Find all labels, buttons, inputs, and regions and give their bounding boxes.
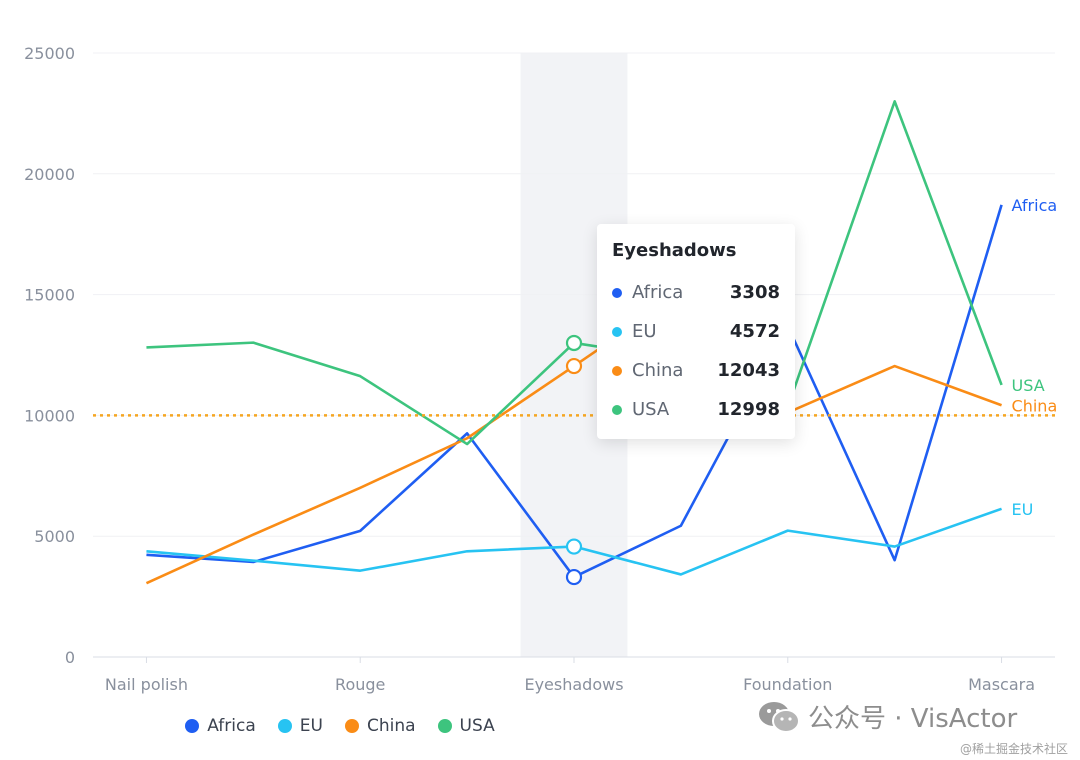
tooltip-series-name: USA <box>632 399 670 420</box>
y-tick-label: 20000 <box>24 165 75 184</box>
y-tick-label: 0 <box>65 648 75 667</box>
x-tick-label: Nail polish <box>105 675 188 694</box>
legend-item-china[interactable]: China <box>344 716 416 736</box>
tooltip-dot-icon <box>612 326 622 337</box>
legend-dot-icon <box>437 719 452 733</box>
watermark-text: 公众号 · VisActor <box>808 704 1018 734</box>
legend-label: EU <box>299 716 323 736</box>
tooltip-series-name: EU <box>632 321 657 342</box>
x-tick-label: Foundation <box>743 675 832 694</box>
highlight-point-africa <box>565 568 583 586</box>
legend-item-africa[interactable]: Africa <box>185 716 256 736</box>
highlight-point-eu <box>565 538 583 555</box>
tooltip-series-value: 12043 <box>717 360 780 381</box>
tooltip-series-name: Africa <box>632 282 684 303</box>
watermark: 公众号 · VisActor <box>758 698 1017 735</box>
tooltip-title: Eyeshadows <box>612 240 737 261</box>
legend-dot-icon <box>185 719 200 733</box>
tooltip-row: Africa 3308 <box>612 273 780 312</box>
legend-label: Africa <box>207 716 256 736</box>
tooltip-series-value: 12998 <box>717 399 780 420</box>
legend-dot-icon <box>344 719 359 733</box>
y-tick-label: 25000 <box>24 44 75 63</box>
tooltip-series-name: China <box>632 360 684 381</box>
x-tick-label: Mascara <box>968 675 1035 694</box>
x-tick-label: Eyeshadows <box>524 675 623 694</box>
wechat-icon <box>759 701 800 733</box>
watermark-subtext: @稀土掘金技术社区 <box>960 742 1069 756</box>
tooltip-dot-icon <box>612 404 622 415</box>
x-tick-label: Rouge <box>335 675 385 694</box>
tooltip-dot-icon <box>612 365 622 376</box>
highlight-point-usa <box>565 334 583 352</box>
legend-label: China <box>366 716 416 736</box>
tooltip-row: China 12043 <box>612 351 780 390</box>
tooltip-series-value: 3308 <box>729 282 780 303</box>
tooltip-series-value: 4572 <box>729 321 780 342</box>
legend-dot-icon <box>277 719 292 733</box>
end-label-china: China <box>1012 396 1058 415</box>
y-tick-label: 15000 <box>24 286 75 305</box>
end-label-usa: USA <box>1012 376 1045 395</box>
tooltip-dot-icon <box>612 287 622 298</box>
tooltip-row: USA 12998 <box>612 390 780 429</box>
end-label-eu: EU <box>1012 500 1034 519</box>
legend: Africa EU China USA <box>0 716 1080 736</box>
legend-item-eu[interactable]: EU <box>277 716 323 736</box>
legend-label: USA <box>459 716 495 736</box>
end-label-africa: Africa <box>1012 196 1058 215</box>
y-tick-label: 5000 <box>34 527 75 546</box>
legend-item-usa[interactable]: USA <box>437 716 495 736</box>
tooltip-row: EU 4572 <box>612 312 780 351</box>
tooltip: Eyeshadows Africa 3308 EU 4572 China 12043 USA… <box>597 224 795 439</box>
highlight-point-china <box>565 357 583 375</box>
y-tick-label: 10000 <box>24 406 75 425</box>
